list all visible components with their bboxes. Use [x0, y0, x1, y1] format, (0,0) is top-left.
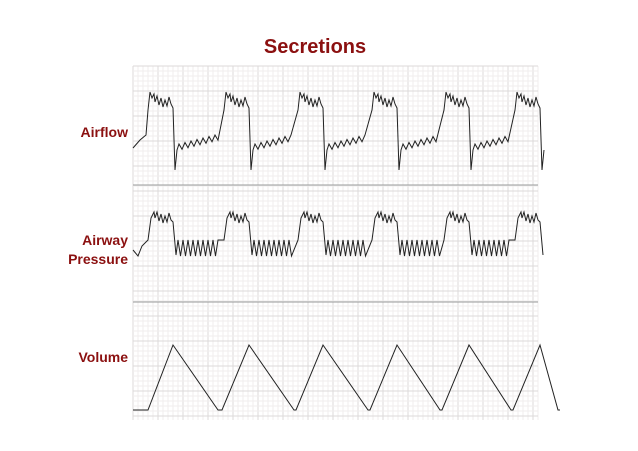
- pressure-wave: [132, 210, 544, 258]
- volume-wave: [133, 343, 560, 411]
- panel-label: Airway Pressure: [68, 232, 128, 267]
- slide-title: Secretions: [263, 36, 367, 58]
- panel-label: Volume: [78, 349, 128, 365]
- airflow-wave: [132, 91, 545, 171]
- panel-label: Airflow: [80, 124, 128, 140]
